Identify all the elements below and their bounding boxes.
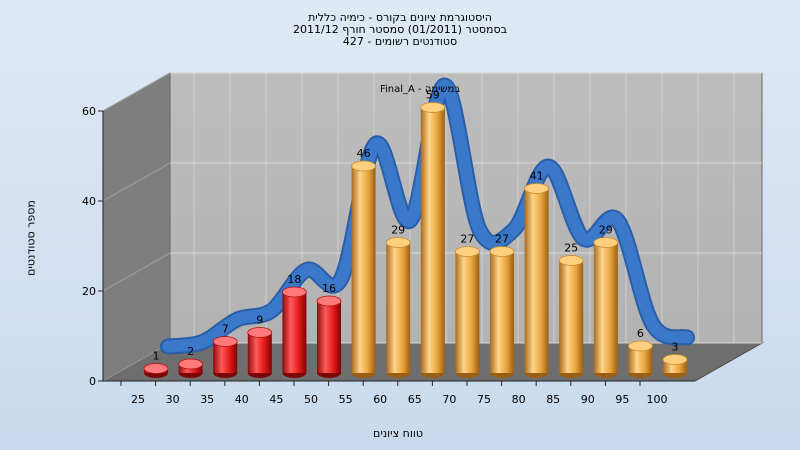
bar-value-label: 46 <box>357 147 371 160</box>
bar-top <box>454 246 480 257</box>
bar: 29 <box>593 224 619 378</box>
bar-top <box>489 246 515 257</box>
bar-top <box>628 340 653 352</box>
x-tick-label: 45 <box>269 393 283 406</box>
bar-value-label: 27 <box>460 233 474 246</box>
bar: 6 <box>628 327 653 378</box>
bar: 46 <box>351 147 377 378</box>
x-tick-label: 60 <box>373 393 387 406</box>
chart-subtitle: בסמסטר (01/2011) סמסטר חורף 2011/12 <box>293 23 507 36</box>
bar: 25 <box>558 242 584 378</box>
bar-top <box>351 160 377 172</box>
y-tick-label: 40 <box>82 195 96 208</box>
bar-body <box>282 292 307 373</box>
x-tick-label: 55 <box>339 393 353 406</box>
bar-body <box>351 166 376 373</box>
bar-top <box>212 336 238 347</box>
bar-top <box>247 327 273 338</box>
bar-top <box>662 354 688 365</box>
x-tick-label: 75 <box>477 393 491 406</box>
x-tick-label: 100 <box>647 393 668 406</box>
bar-top <box>593 237 619 248</box>
bar-top <box>316 295 342 307</box>
bar-top <box>143 363 169 374</box>
bar: 3 <box>662 341 688 378</box>
bar-value-label: 25 <box>564 242 578 255</box>
bar: 16 <box>316 282 342 378</box>
bar-value-label: 41 <box>530 170 544 183</box>
bar-value-label: 27 <box>495 233 509 246</box>
x-axis-label: טווח ציונים <box>373 427 423 440</box>
bar-body <box>524 188 549 373</box>
x-tick-label: 70 <box>442 393 456 406</box>
bar-top <box>281 286 307 298</box>
bar-value-label: 6 <box>637 327 644 340</box>
x-tick-label: 90 <box>581 393 595 406</box>
bar: 29 <box>385 224 411 378</box>
bar-top <box>420 102 446 113</box>
bar-value-label: 3 <box>672 341 679 354</box>
bar-value-label: 9 <box>256 314 263 327</box>
bar-top <box>178 358 204 370</box>
bar: 18 <box>281 273 307 378</box>
bar-value-label: 16 <box>322 282 336 295</box>
y-tick-label: 60 <box>82 105 96 118</box>
bar-value-label: 2 <box>187 345 194 358</box>
bar: 2 <box>178 345 204 378</box>
bar-body <box>386 242 411 373</box>
gridline-side <box>102 162 171 202</box>
bar-body <box>317 301 341 373</box>
bar-value-label: 7 <box>222 323 229 336</box>
bar-value-label: 1 <box>153 350 160 363</box>
bar-top <box>524 183 549 194</box>
x-tick-label: 85 <box>546 393 560 406</box>
bar-value-label: 59 <box>426 89 440 102</box>
bar-body <box>490 251 514 373</box>
chart-subtitle-count: 427 - סטודנטים רשומים <box>342 35 458 48</box>
gridline-side <box>102 72 171 112</box>
bar-top <box>558 255 584 266</box>
gridline-side <box>102 252 171 292</box>
bar-value-label: 29 <box>599 224 613 237</box>
bar: 27 <box>454 233 480 378</box>
bar: 27 <box>489 233 515 378</box>
chart-title: היסטוגרמת ציונים בקורס - כימיה כללית <box>308 11 492 24</box>
bar: 59 <box>420 89 446 378</box>
y-tick-label: 0 <box>89 375 96 388</box>
x-tick-label: 40 <box>235 393 249 406</box>
bar-body <box>455 251 480 373</box>
gridline-side <box>102 342 171 382</box>
bar-value-label: 18 <box>287 273 301 286</box>
bar: 7 <box>212 323 238 378</box>
series-label: Final_A - במשימה <box>380 84 460 95</box>
bar: 1 <box>143 350 169 378</box>
x-tick-label: 95 <box>615 393 629 406</box>
side-wall <box>102 72 171 382</box>
x-tick-label: 65 <box>408 393 422 406</box>
bar-body <box>247 332 272 373</box>
y-axis-label: מספר סטודנטים <box>24 200 38 276</box>
bar-top <box>385 237 411 248</box>
y-tick-label: 20 <box>82 285 96 298</box>
x-tick-label: 35 <box>200 393 214 406</box>
x-tick-label: 80 <box>512 393 526 406</box>
bar: 9 <box>247 314 273 378</box>
bar-body <box>420 107 445 373</box>
bar: 41 <box>524 170 549 378</box>
bar-body <box>559 260 584 373</box>
bar-value-label: 29 <box>391 224 405 237</box>
x-tick-label: 50 <box>304 393 318 406</box>
bar-body <box>593 242 618 373</box>
x-tick-label: 25 <box>131 393 145 406</box>
x-tick-label: 30 <box>166 393 180 406</box>
